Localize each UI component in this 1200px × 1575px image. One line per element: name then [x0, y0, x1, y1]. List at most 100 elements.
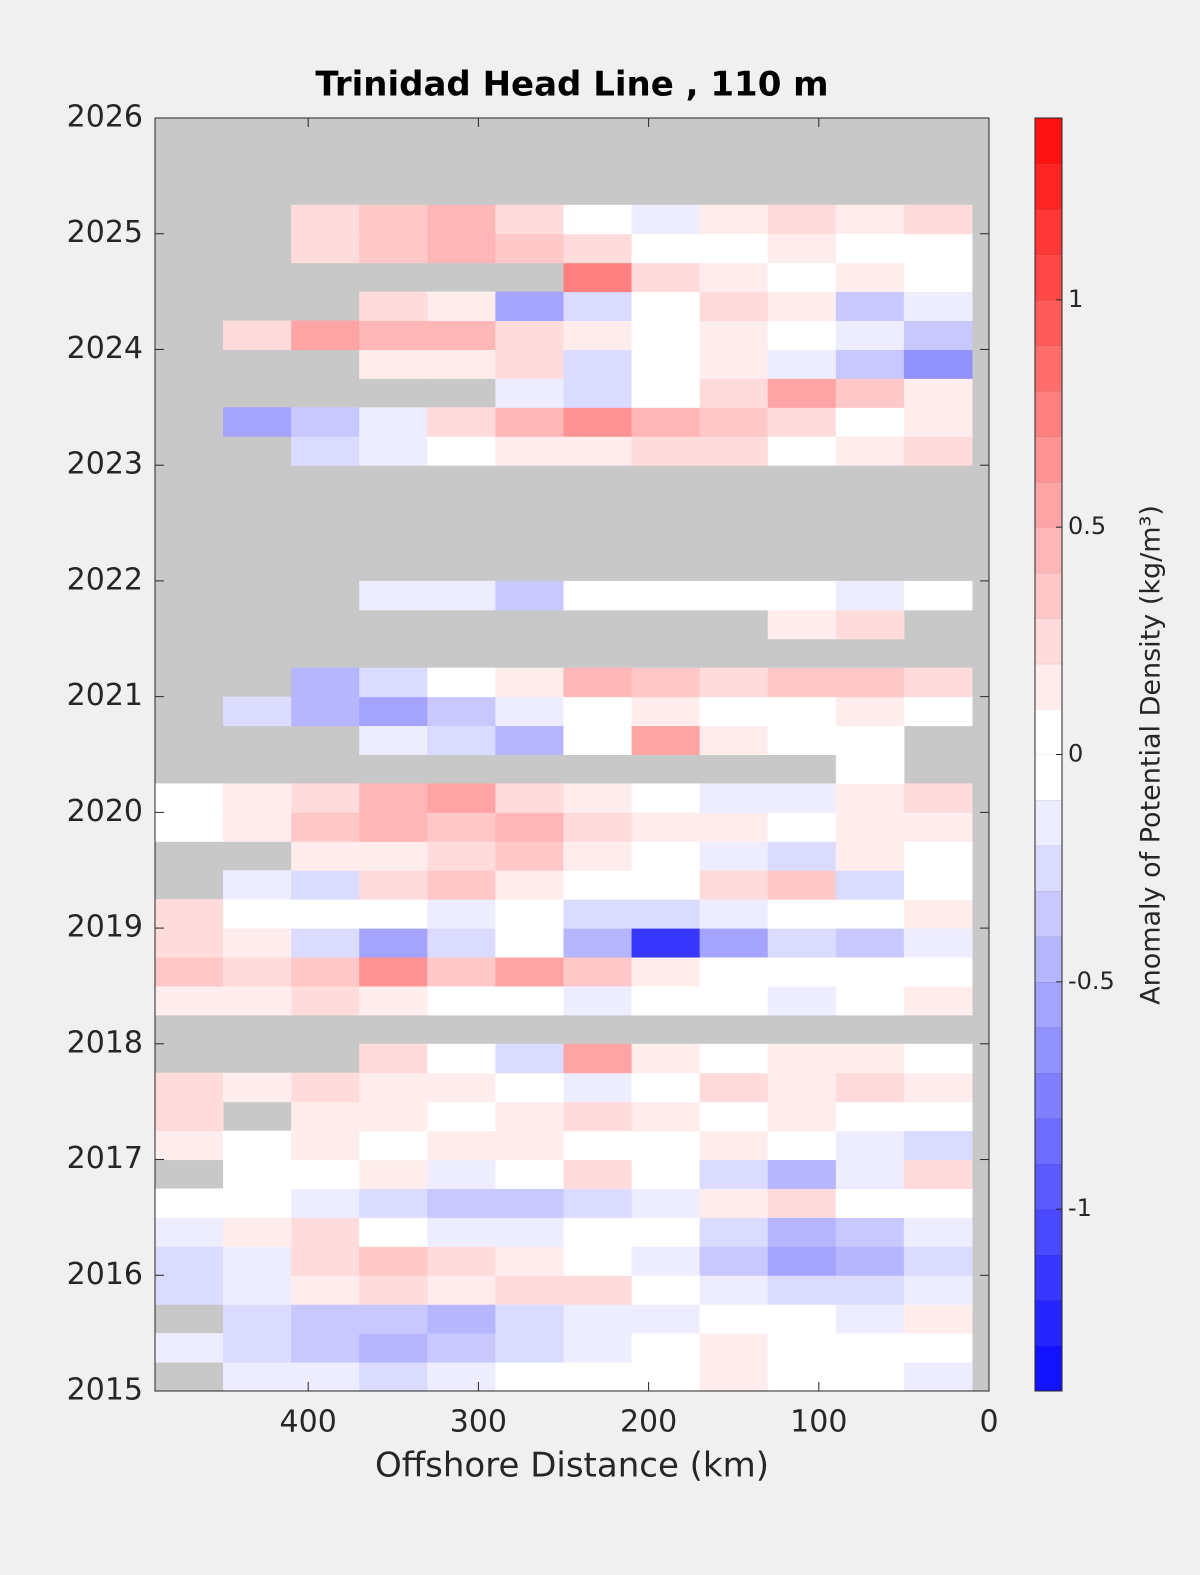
- colorbar-band: [1035, 618, 1062, 664]
- contour-cell: [223, 928, 292, 958]
- colorbar-tick-label: 0: [1068, 740, 1083, 768]
- contour-cell: [427, 667, 496, 698]
- contour-cell: [223, 1362, 292, 1392]
- contour-cell: [767, 291, 837, 322]
- contour-cell: [427, 928, 496, 958]
- contour-cell: [699, 320, 769, 350]
- contour-cell: [903, 696, 973, 727]
- contour-cell: [495, 407, 564, 437]
- contour-cell: [631, 291, 701, 322]
- contour-cell: [631, 378, 701, 408]
- contour-cell: [767, 696, 837, 727]
- contour-cell: [835, 580, 905, 611]
- contour-cell: [699, 1072, 769, 1103]
- contour-cell: [495, 725, 564, 755]
- contour-cell: [835, 320, 905, 350]
- colorbar-label: Anomaly of Potential Density (kg/m³): [1136, 505, 1167, 1005]
- contour-cell: [427, 1362, 496, 1392]
- contour-cell: [563, 1362, 633, 1392]
- contour-cell: [903, 1275, 973, 1305]
- contour-cell: [631, 870, 701, 900]
- contour-cell: [903, 1188, 973, 1218]
- contour-cell: [767, 1333, 837, 1363]
- contour-cell: [767, 204, 837, 235]
- contour-cell: [563, 233, 633, 264]
- contour-cell: [359, 1188, 428, 1218]
- contour-cell: [903, 812, 973, 842]
- contour-cell: [835, 725, 905, 755]
- contour-cell: [223, 407, 292, 437]
- colorbar-band: [1035, 208, 1062, 255]
- contour-cell: [631, 1217, 701, 1247]
- contour-cell: [903, 870, 973, 900]
- contour-cell: [359, 985, 428, 1016]
- contour-cell: [223, 812, 292, 842]
- colorbar-band: [1035, 663, 1062, 710]
- contour-cell: [563, 580, 633, 611]
- contour-cell: [631, 1043, 701, 1074]
- colorbar-tick-label: -0.5: [1068, 967, 1115, 995]
- contour-cell: [835, 1246, 905, 1276]
- colorbar-band: [1035, 527, 1062, 573]
- contour-cell: [835, 407, 905, 437]
- contour-cell: [359, 407, 428, 437]
- colorbar-band: [1035, 1254, 1062, 1301]
- contour-cell: [767, 725, 837, 755]
- contour-cell: [903, 580, 973, 611]
- contour-cell: [495, 233, 564, 264]
- contour-cell: [563, 783, 633, 813]
- contour-cell: [903, 407, 973, 437]
- contour-cell: [223, 985, 292, 1016]
- contour-cell: [835, 667, 905, 698]
- colorbar-band: [1035, 1118, 1062, 1164]
- contour-cell: [223, 1333, 292, 1363]
- contour-cell: [903, 204, 973, 235]
- contour-cell: [631, 1188, 701, 1218]
- contour-cell: [291, 783, 360, 813]
- contour-cell: [155, 1072, 224, 1103]
- x-tick-label: 300: [450, 1405, 507, 1440]
- contour-cell: [359, 436, 428, 466]
- contour-cell: [903, 1159, 973, 1189]
- contour-cell: [359, 291, 428, 322]
- colorbar-band: [1035, 1027, 1062, 1074]
- contour-cell: [699, 1246, 769, 1276]
- contour-cell: [767, 407, 837, 437]
- contour-cell: [155, 812, 224, 842]
- contour-cell: [427, 580, 496, 611]
- contour-cell: [835, 696, 905, 727]
- colorbar-band: [1035, 163, 1062, 210]
- contour-cell: [155, 783, 224, 813]
- contour-cell: [155, 957, 224, 987]
- contour-cell: [427, 812, 496, 842]
- contour-cell: [291, 1362, 360, 1392]
- contour-cell: [427, 1072, 496, 1103]
- x-axis-label: Offshore Distance (km): [375, 1446, 769, 1486]
- contour-cell: [359, 1043, 428, 1074]
- contour-cell: [291, 957, 360, 987]
- contour-cell: [495, 291, 564, 322]
- contour-cell: [767, 812, 837, 842]
- contour-cell: [495, 1333, 564, 1363]
- contour-cell: [563, 1275, 633, 1305]
- contour-cell: [631, 1130, 701, 1161]
- contour-cell: [767, 1101, 837, 1132]
- contour-cell: [359, 725, 428, 755]
- contour-cell: [767, 957, 837, 987]
- contour-cell: [223, 957, 292, 987]
- contour-cell: [631, 725, 701, 755]
- contour-cell: [223, 899, 292, 929]
- contour-cell: [767, 1159, 837, 1189]
- contour-cell: [767, 1275, 837, 1305]
- contour-cell: [767, 667, 837, 698]
- contour-cell: [291, 204, 360, 235]
- contour-cell: [495, 378, 564, 408]
- colorbar-band: [1035, 481, 1062, 528]
- contour-cell: [359, 1159, 428, 1189]
- contour-cell: [359, 233, 428, 264]
- contour-cell: [903, 957, 973, 987]
- contour-cell: [495, 436, 564, 466]
- contour-cell: [767, 1362, 837, 1392]
- contour-cell: [835, 1275, 905, 1305]
- y-tick-label: 2019: [67, 910, 143, 945]
